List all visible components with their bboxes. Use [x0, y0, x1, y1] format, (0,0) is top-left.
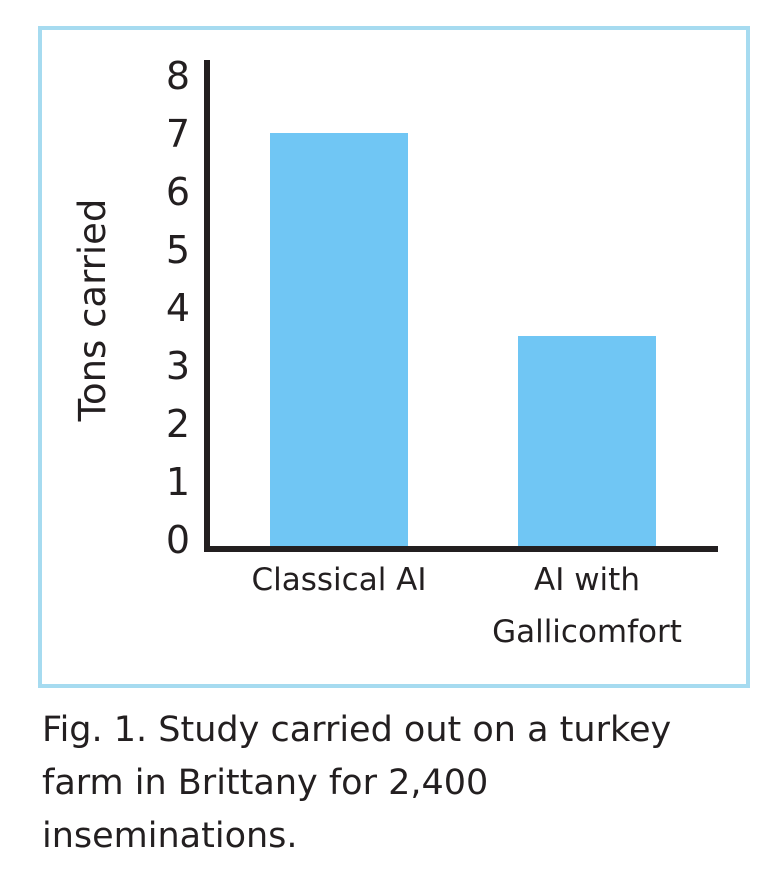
figure-caption: Fig. 1. Study carried out on a turkey fa…	[42, 710, 672, 856]
y-axis-ticks: 0 1 2 3 4 5 6 7 8	[166, 54, 190, 562]
bars	[270, 133, 656, 546]
chart-frame	[38, 26, 750, 688]
x-category-label: Gallicomfort	[492, 614, 682, 650]
x-category-label: Classical AI	[251, 562, 426, 598]
y-tick-label: 0	[166, 518, 190, 562]
y-tick-label: 5	[166, 228, 190, 272]
y-tick-label: 6	[166, 170, 190, 214]
y-tick-label: 3	[166, 344, 190, 388]
y-tick-label: 2	[166, 402, 190, 446]
bar	[518, 336, 656, 546]
y-tick-label: 1	[166, 460, 190, 504]
y-tick-label: 4	[166, 286, 190, 330]
x-category-label: AI with	[534, 562, 640, 598]
x-axis-categories: Classical AI AI with Gallicomfort	[251, 562, 681, 650]
bar	[270, 133, 408, 546]
y-axis-title: Tons carried	[71, 199, 114, 423]
y-tick-label: 7	[166, 112, 190, 156]
bar-chart: 0 1 2 3 4 5 6 7 8 Classical AI AI with Gallicomfor…	[71, 54, 718, 650]
y-tick-label: 8	[166, 54, 190, 98]
